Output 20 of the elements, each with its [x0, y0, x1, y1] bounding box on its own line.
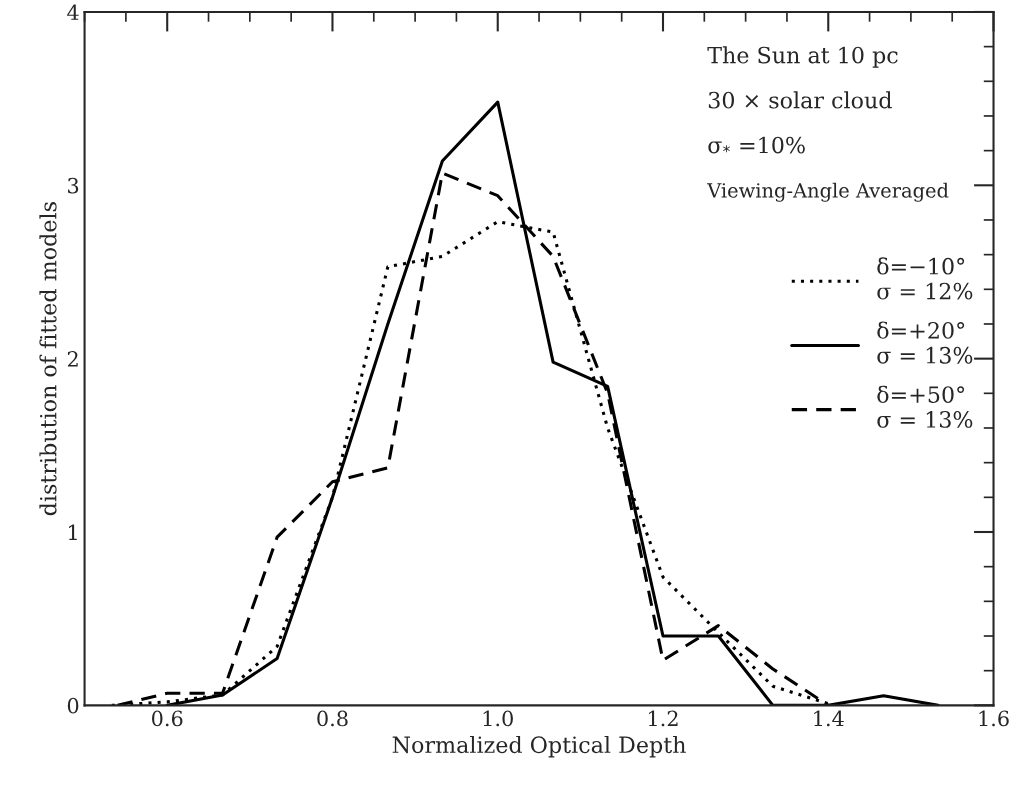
- x-tick-label: 0.8: [317, 710, 348, 727]
- annotation: σ$_{*}$ =10%: [708, 136, 805, 154]
- y-tick-label: 3: [68, 177, 79, 194]
- y-tick-label: 0: [67, 697, 79, 714]
- x-tick-label: 1.2: [648, 710, 678, 727]
- y-tick-label: 4: [67, 4, 79, 20]
- annotation: The Sun at 10 pc: [707, 46, 898, 68]
- x-tick-label: 1.4: [814, 710, 844, 727]
- y-tick-label: 2: [67, 351, 78, 367]
- annotation: Viewing-Angle Averaged: [707, 182, 949, 202]
- legend-label: δ=+50° σ = 13%: [877, 385, 973, 428]
- legend-label: δ=+20° σ = 13%: [877, 321, 973, 364]
- x-tick-label: 0.6: [152, 710, 183, 727]
- x-tick-label: 1.0: [483, 710, 513, 727]
- x-tick-label: 1.6: [979, 710, 1009, 727]
- x-axis-title: Normalized Optical Depth: [392, 735, 686, 758]
- y-axis-title: distribution of fitted models: [39, 202, 57, 516]
- annotation: 30 × solar cloud: [708, 91, 892, 109]
- legend-label: δ=−10° σ = 12%: [877, 257, 973, 300]
- y-tick-label: 1: [69, 524, 77, 540]
